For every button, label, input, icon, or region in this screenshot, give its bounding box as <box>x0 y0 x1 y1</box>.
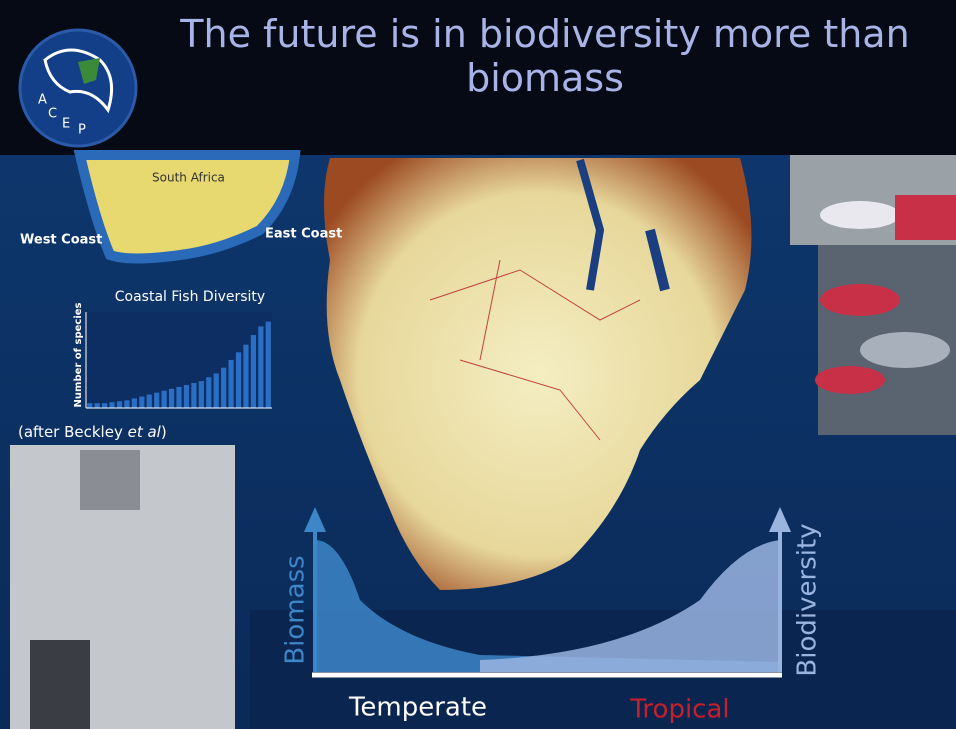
biodiversity-arrow <box>768 507 792 672</box>
bar <box>176 386 182 408</box>
lake <box>645 228 670 292</box>
map-label: West Coast <box>20 233 102 248</box>
photo-detail <box>820 201 900 229</box>
bar <box>109 402 115 408</box>
title-band <box>0 0 956 155</box>
bar <box>94 403 100 408</box>
logo-letter: C <box>48 107 57 122</box>
title-box: The future is in biodiversity more than … <box>180 12 910 100</box>
logo-letter: A <box>38 93 47 108</box>
bar <box>265 321 271 408</box>
south-africa-map <box>73 150 301 264</box>
axis-label: Biodiversity <box>793 523 823 676</box>
logo-letter: E <box>62 117 70 132</box>
bar <box>116 401 123 408</box>
logo <box>18 28 138 148</box>
photo-detail <box>815 366 885 394</box>
bar <box>124 400 130 408</box>
lake <box>576 158 605 291</box>
photo-detail <box>895 195 956 240</box>
bar <box>139 396 145 408</box>
bar <box>131 398 137 408</box>
logo-africa <box>78 58 100 84</box>
bar <box>228 360 234 408</box>
bar <box>243 344 249 408</box>
logo-fish <box>43 48 114 114</box>
slide-title: The future is in biodiversity more than … <box>180 12 910 100</box>
biomass-arrow <box>303 507 327 672</box>
zone-label: Temperate <box>348 693 487 723</box>
bar <box>206 377 212 408</box>
biomass-area <box>315 540 780 672</box>
bar <box>183 384 190 408</box>
citation-text: (after Beckley <box>18 423 128 441</box>
bar <box>221 367 227 408</box>
chart-title: Coastal Fish Diversity <box>115 289 265 305</box>
bar <box>101 403 108 408</box>
borders <box>429 259 641 441</box>
bar <box>87 403 93 408</box>
bar <box>258 326 264 408</box>
map-label: South Africa <box>152 171 225 185</box>
bar <box>154 392 160 408</box>
citation-italic: et al <box>128 423 162 441</box>
citation: (after Beckley et al) <box>18 423 167 441</box>
bar <box>161 390 167 408</box>
citation-text: ) <box>161 423 167 441</box>
bar <box>213 373 219 408</box>
bar <box>168 388 175 408</box>
bar <box>198 381 204 408</box>
photo-detail <box>820 284 900 316</box>
axis-label: Biomass <box>281 555 311 664</box>
bar <box>191 383 197 408</box>
map-label: East Coast <box>265 227 342 242</box>
africa-map <box>324 158 752 590</box>
y-axis-label: Number of species <box>73 302 84 407</box>
bar <box>146 394 152 408</box>
photo-detail <box>80 450 140 510</box>
zone-label: Tropical <box>629 695 729 725</box>
photo-detail <box>860 332 950 368</box>
biodiversity-area <box>480 540 780 672</box>
bar <box>250 335 257 408</box>
logo-letter: P <box>78 123 86 138</box>
bar <box>235 352 242 408</box>
photo-detail <box>30 640 90 729</box>
